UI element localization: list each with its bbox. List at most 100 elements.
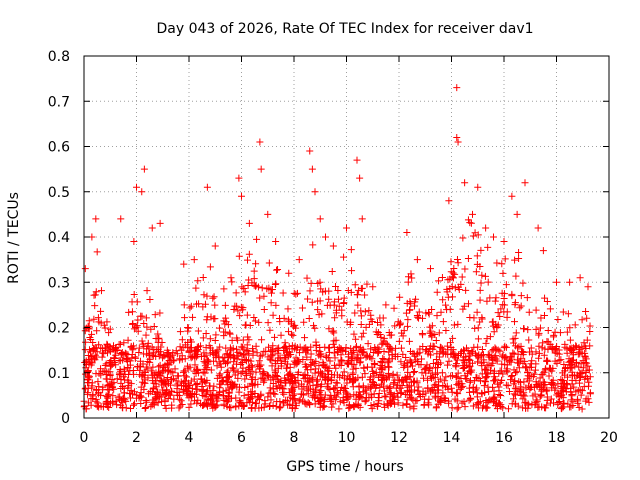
data-point	[267, 347, 275, 355]
data-point	[94, 378, 102, 386]
data-point	[461, 265, 469, 273]
data-point	[124, 336, 132, 344]
data-point	[111, 354, 119, 362]
data-point	[520, 348, 528, 356]
data-point	[533, 382, 541, 390]
data-point	[206, 335, 214, 343]
data-point	[234, 374, 242, 382]
data-point	[258, 284, 266, 292]
data-point	[199, 378, 207, 386]
data-point	[447, 372, 455, 380]
data-point	[338, 357, 346, 365]
data-point	[517, 302, 525, 310]
data-point	[279, 289, 287, 297]
data-point	[260, 378, 268, 386]
data-point	[586, 390, 594, 398]
data-point	[228, 278, 236, 286]
data-point	[546, 365, 554, 373]
data-point	[351, 376, 359, 384]
data-point	[438, 273, 446, 281]
data-point	[142, 331, 150, 339]
data-point	[513, 210, 521, 218]
data-point	[158, 338, 166, 346]
data-point	[227, 274, 235, 282]
data-point	[371, 360, 379, 368]
data-point	[584, 283, 592, 291]
data-point	[102, 400, 110, 408]
data-point	[442, 350, 450, 358]
data-point	[523, 294, 531, 302]
data-point	[502, 343, 510, 351]
data-point	[271, 280, 279, 288]
data-point	[544, 327, 552, 335]
data-point	[580, 339, 588, 347]
data-point	[369, 283, 377, 291]
data-point	[236, 398, 244, 406]
data-point	[536, 374, 544, 382]
data-point	[360, 388, 368, 396]
data-point	[226, 329, 234, 337]
data-point	[469, 232, 477, 240]
data-point	[131, 400, 139, 408]
data-point	[403, 228, 411, 236]
data-point	[243, 311, 251, 319]
data-point	[87, 335, 95, 343]
data-point	[415, 308, 423, 316]
data-point	[284, 360, 292, 368]
data-point	[147, 402, 155, 410]
data-point	[347, 288, 355, 296]
data-point	[190, 256, 198, 264]
data-point	[84, 367, 92, 375]
data-point	[519, 279, 527, 287]
data-point	[87, 354, 95, 362]
data-point	[572, 358, 580, 366]
data-point	[226, 344, 234, 352]
data-point	[214, 346, 222, 354]
data-point	[584, 362, 592, 370]
data-point	[143, 323, 151, 331]
data-point	[339, 372, 347, 380]
data-point	[212, 331, 220, 339]
data-point	[193, 343, 201, 351]
data-point	[157, 348, 165, 356]
data-point	[408, 274, 416, 282]
data-point	[222, 350, 230, 358]
data-point	[473, 252, 481, 260]
data-point	[199, 386, 207, 394]
data-point	[432, 404, 440, 412]
data-point	[97, 287, 105, 295]
data-point	[203, 376, 211, 384]
data-point	[192, 284, 200, 292]
data-point	[281, 377, 289, 385]
data-point	[437, 398, 445, 406]
data-point	[377, 380, 385, 388]
data-point	[405, 273, 413, 281]
data-point	[471, 324, 479, 332]
data-point	[566, 324, 574, 332]
data-point	[318, 380, 326, 388]
data-point	[203, 292, 211, 300]
data-point	[442, 301, 450, 309]
data-point	[181, 314, 189, 322]
data-point	[134, 327, 142, 335]
data-point	[540, 312, 548, 320]
data-point	[211, 242, 219, 250]
data-point	[510, 380, 518, 388]
x-tick-label: 18	[548, 430, 566, 446]
data-point	[488, 318, 496, 326]
data-point	[127, 343, 135, 351]
data-point	[167, 375, 175, 383]
data-point	[543, 356, 551, 364]
data-point	[466, 377, 474, 385]
data-point	[374, 402, 382, 410]
data-point	[131, 388, 139, 396]
data-point	[516, 304, 524, 312]
x-tick-label: 12	[390, 430, 408, 446]
data-point	[211, 315, 219, 323]
data-point	[399, 332, 407, 340]
data-point	[459, 234, 467, 242]
data-point	[216, 380, 224, 388]
data-point	[184, 384, 192, 392]
data-point	[332, 379, 340, 387]
data-point	[421, 365, 429, 373]
